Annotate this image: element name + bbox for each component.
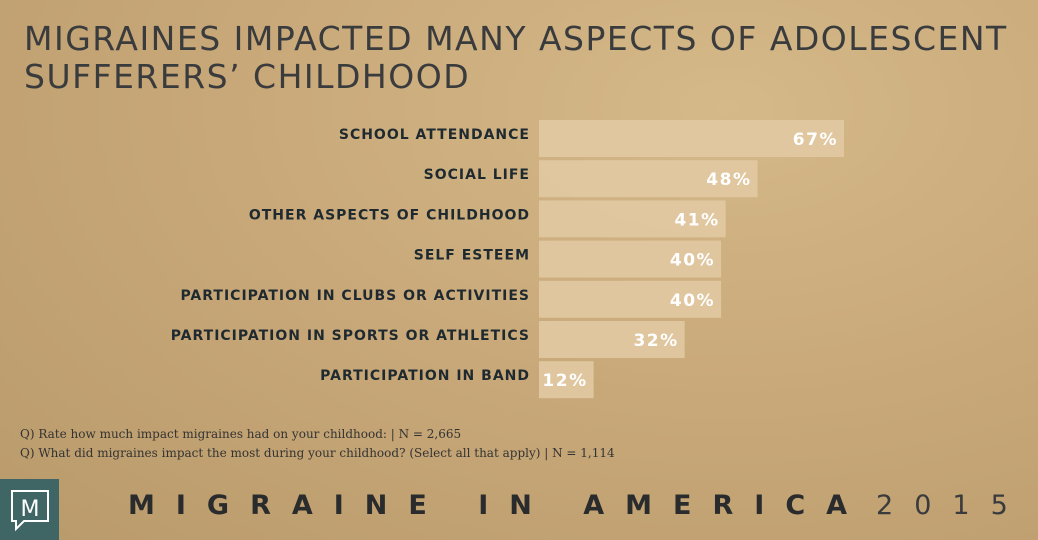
brand-name: MIGRAINE IN AMERICA xyxy=(128,490,869,521)
category-label: PARTICIPATION IN SPORTS OR ATHLETICS xyxy=(171,328,530,344)
chart-title-line-1: MIGRAINES IMPACTED MANY ASPECTS OF ADOLE… xyxy=(24,19,1008,58)
logo-letter: M xyxy=(21,497,40,522)
bar xyxy=(539,321,685,358)
bar xyxy=(539,200,726,238)
value-label: 12% xyxy=(542,371,587,391)
category-label: SCHOOL ATTENDANCE xyxy=(339,127,530,143)
footnote-question-2: Q) What did migraines impact the most du… xyxy=(20,446,615,460)
brand-year: 2015 xyxy=(876,490,1029,521)
value-label: 67% xyxy=(793,130,838,150)
chart-title-line-2: SUFFERERS’ CHILDHOOD xyxy=(24,57,471,96)
category-label: SELF ESTEEM xyxy=(414,248,530,264)
speech-bubble-m-icon: M xyxy=(11,490,49,531)
category-label: PARTICIPATION IN CLUBS OR ACTIVITIES xyxy=(180,288,530,304)
chart-title: MIGRAINES IMPACTED MANY ASPECTS OF ADOLE… xyxy=(24,20,1014,96)
bar-chart: SCHOOL ATTENDANCE 67% SOCIAL LIFE 48% OTHER … xyxy=(171,120,844,399)
bar xyxy=(539,361,594,399)
value-label: 41% xyxy=(674,210,719,230)
bar xyxy=(539,240,722,278)
footnote-question-1: Q) Rate how much impact migraines had on… xyxy=(20,427,462,441)
value-label: 32% xyxy=(633,331,678,351)
bar xyxy=(539,160,758,198)
value-label: 48% xyxy=(706,170,751,190)
bar xyxy=(539,280,722,318)
value-label: 40% xyxy=(670,291,715,311)
brand-wordmark: MIGRAINE IN AMERICA 2015 xyxy=(128,490,1008,521)
category-label: SOCIAL LIFE xyxy=(424,167,530,183)
bar xyxy=(539,120,844,157)
category-label: PARTICIPATION IN BAND xyxy=(320,368,530,384)
brand-logo: M xyxy=(0,479,59,540)
category-label: OTHER ASPECTS OF CHILDHOOD xyxy=(249,207,530,223)
value-label: 40% xyxy=(670,251,715,271)
